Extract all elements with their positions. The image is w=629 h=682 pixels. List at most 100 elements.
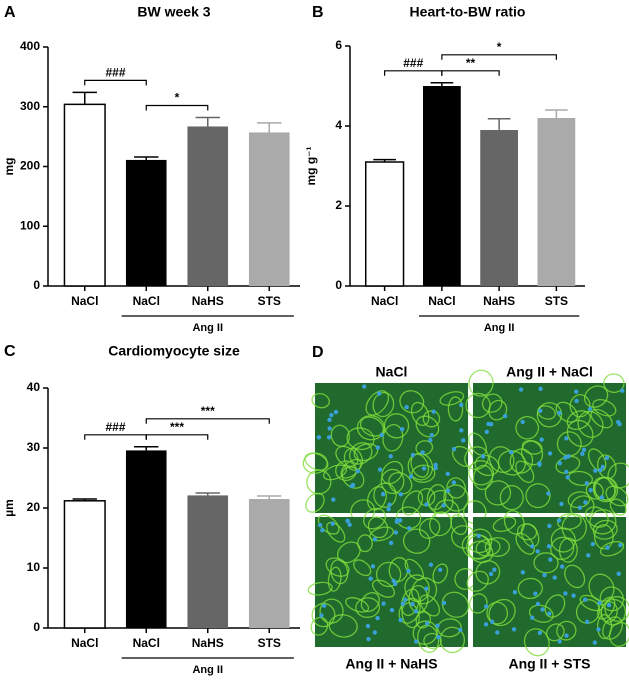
cell-outline — [466, 570, 489, 592]
nucleus — [564, 633, 569, 638]
y-tick-label: 10 — [27, 560, 41, 574]
cell-outline — [533, 552, 559, 574]
nucleus — [480, 454, 486, 459]
nucleus — [398, 492, 404, 497]
significance-bracket — [145, 434, 209, 440]
y-tick-label: 400 — [20, 39, 40, 53]
nucleus — [398, 518, 403, 523]
cell-outline — [603, 373, 625, 394]
significance-label: *** — [201, 404, 215, 418]
cell-outline — [441, 591, 470, 618]
y-axis-label: mg — [2, 158, 16, 176]
group-label: Ang II — [192, 322, 223, 334]
cell-outline — [481, 393, 503, 413]
nucleus — [483, 622, 489, 627]
nucleus — [542, 572, 547, 578]
cell-outline — [484, 537, 510, 557]
bar — [63, 103, 106, 287]
nucleus — [557, 639, 562, 644]
x-tick-label: NaCl — [371, 294, 398, 308]
nucleus — [365, 623, 371, 629]
nucleus — [564, 436, 569, 441]
group-label: Ang II — [192, 664, 223, 676]
cell-outline — [592, 519, 618, 540]
cell-outline — [509, 448, 534, 474]
cell-outline — [503, 510, 525, 535]
cell-outline — [311, 602, 336, 628]
nucleus — [586, 553, 591, 558]
cell-outline — [584, 506, 609, 528]
significance-bracket — [145, 104, 209, 111]
cell-outline — [492, 516, 517, 533]
nucleus — [413, 639, 419, 644]
nucleus — [537, 461, 542, 466]
nucleus — [520, 419, 525, 425]
cell-outline — [466, 534, 492, 560]
nucleus — [492, 567, 497, 572]
nucleus — [441, 503, 446, 508]
nucleus — [512, 590, 518, 595]
cell-outline — [412, 620, 438, 645]
nucleus — [362, 384, 367, 389]
nucleus — [459, 428, 464, 433]
x-tick-label: NaCl — [428, 294, 455, 308]
nucleus — [484, 604, 489, 609]
group-label: Ang II — [484, 322, 515, 334]
nucleus — [461, 438, 466, 443]
cell-outline — [550, 527, 576, 553]
bar — [63, 500, 106, 629]
nucleus — [377, 391, 382, 396]
cell-outline — [596, 613, 613, 640]
nucleus — [557, 460, 563, 466]
nucleus — [599, 495, 605, 500]
nucleus — [424, 586, 429, 591]
cell-outline — [423, 632, 442, 650]
cell-outline — [600, 601, 618, 623]
nucleus — [350, 482, 356, 488]
bar — [248, 132, 290, 286]
nucleus — [380, 491, 386, 497]
cell-outline — [467, 528, 493, 554]
nucleus — [400, 601, 406, 607]
nucleus — [372, 630, 378, 635]
nucleus — [410, 452, 416, 458]
y-tick-label: 6 — [335, 38, 342, 52]
nucleus — [590, 541, 595, 547]
nucleus — [413, 609, 419, 614]
nucleus — [557, 410, 562, 416]
nucleus — [563, 591, 568, 596]
nucleus — [547, 451, 553, 456]
nucleus — [331, 497, 336, 502]
cell-outline — [371, 579, 396, 598]
nucleus — [459, 402, 464, 408]
cell-outline — [415, 415, 440, 438]
cell-outline — [383, 413, 410, 439]
cell-outline — [583, 385, 609, 408]
cell-outline — [608, 621, 629, 647]
cell-outline — [564, 564, 586, 589]
nucleus — [600, 464, 606, 470]
cell-outline — [429, 511, 453, 537]
nucleus — [571, 593, 576, 598]
cell-outline — [426, 484, 447, 511]
nucleus — [547, 611, 552, 616]
nucleus — [441, 600, 447, 606]
nucleus — [326, 435, 332, 440]
cell-outline — [475, 538, 501, 557]
cell-outline — [590, 408, 613, 429]
y-tick-label: 200 — [20, 159, 40, 173]
nucleus — [406, 568, 411, 574]
x-tick-label: NaCl — [133, 294, 160, 308]
nucleus — [605, 545, 610, 550]
panel-label: A — [4, 4, 16, 21]
significance-bracket — [384, 70, 443, 76]
nucleus — [437, 567, 443, 572]
cell-outline — [588, 573, 615, 602]
micrograph-label: Ang II + NaCl — [506, 364, 593, 380]
cell-outline — [410, 401, 430, 427]
cell-outline — [499, 484, 524, 511]
cell-outline — [474, 454, 500, 477]
bar — [125, 450, 167, 628]
cell-outline — [399, 390, 425, 414]
